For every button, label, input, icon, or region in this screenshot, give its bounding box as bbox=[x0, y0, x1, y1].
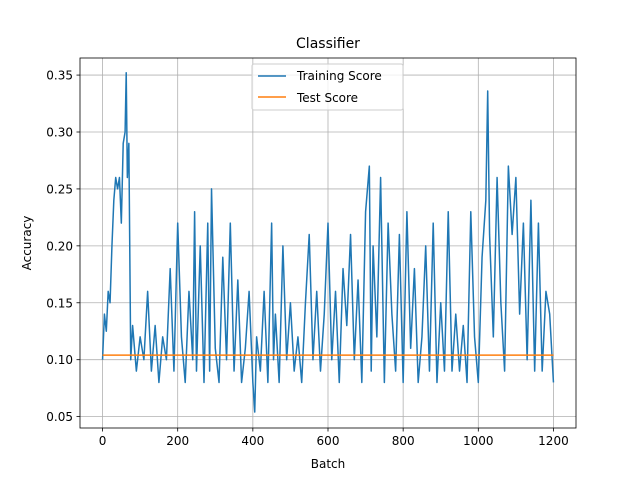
axis-ticks: 0 200 400 600 800 1000 1200 0.05 0.10 0.15 0.20 0.2… bbox=[46, 69, 568, 448]
x-axis-label: Batch bbox=[311, 457, 346, 471]
y-axis-label: Accuracy bbox=[20, 216, 34, 271]
x-tick-label: 0 bbox=[99, 434, 107, 448]
x-tick-label: 400 bbox=[241, 434, 264, 448]
legend: Training Score Test Score bbox=[251, 63, 404, 111]
x-tick-label: 200 bbox=[166, 434, 189, 448]
x-tick-label: 600 bbox=[317, 434, 340, 448]
y-tick-label: 0.20 bbox=[46, 239, 73, 253]
legend-box bbox=[251, 63, 404, 111]
y-tick-label: 0.25 bbox=[46, 182, 73, 196]
series-lines bbox=[101, 72, 555, 413]
y-tick-label: 0.35 bbox=[46, 69, 73, 83]
y-tick-label: 0.15 bbox=[46, 296, 73, 310]
legend-label-test-score: Test Score bbox=[296, 91, 358, 105]
legend-label-training-score: Training Score bbox=[296, 69, 382, 83]
y-tick-label: 0.30 bbox=[46, 126, 73, 140]
x-tick-label: 800 bbox=[392, 434, 415, 448]
y-tick-label: 0.10 bbox=[46, 353, 73, 367]
y-tick-label: 0.05 bbox=[46, 410, 73, 424]
series-line-training-score bbox=[101, 72, 555, 413]
chart-title: Classifier bbox=[296, 36, 360, 52]
x-tick-label: 1000 bbox=[463, 434, 494, 448]
x-tick-label: 1200 bbox=[538, 434, 569, 448]
